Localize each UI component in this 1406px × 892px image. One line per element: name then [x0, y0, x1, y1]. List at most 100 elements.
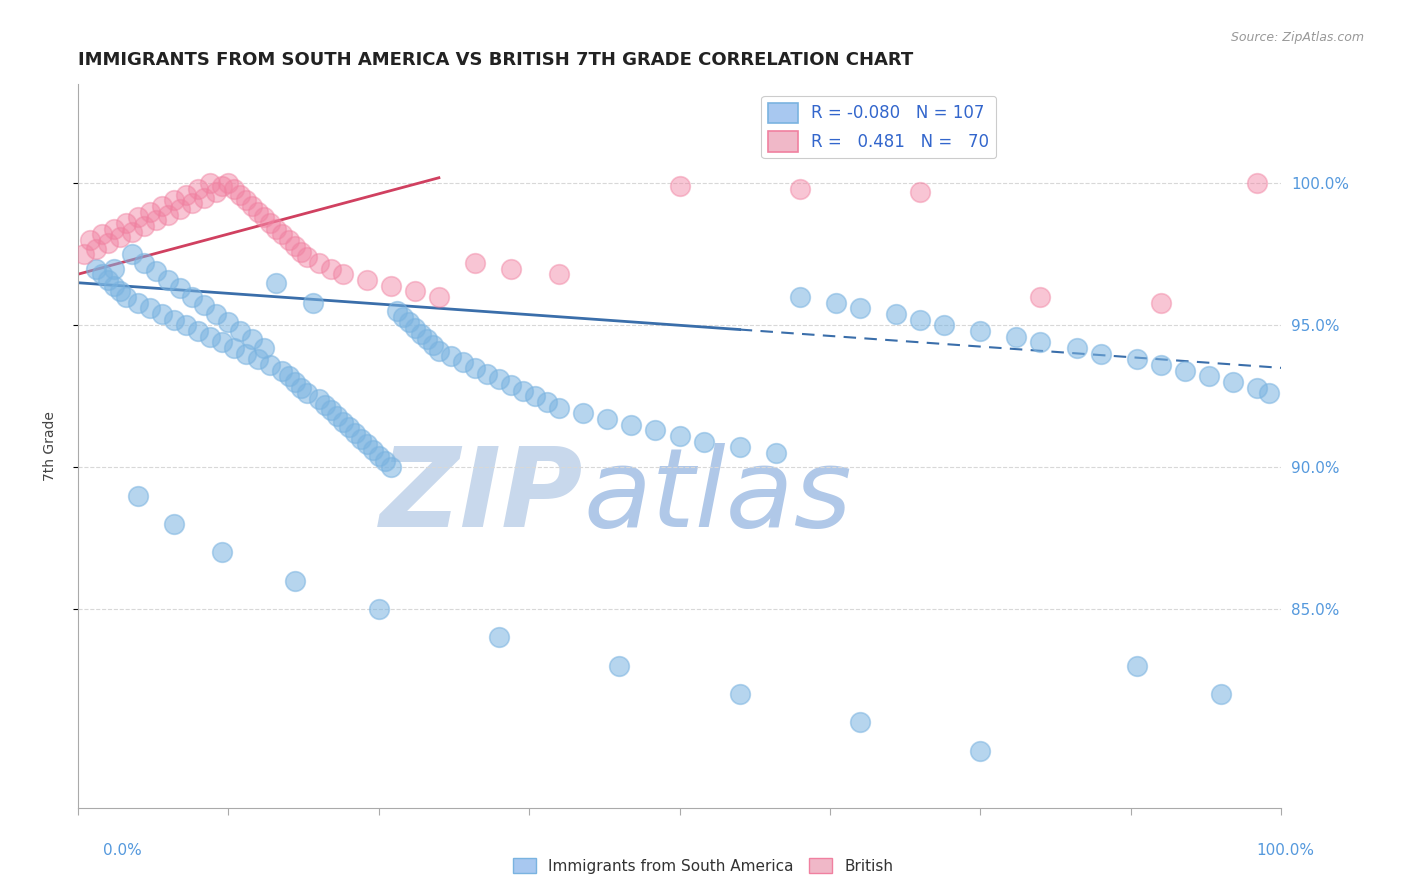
- Point: [295, 250, 318, 264]
- Point: [308, 392, 330, 406]
- Point: [548, 401, 571, 415]
- Point: [789, 182, 811, 196]
- Point: [103, 278, 125, 293]
- Point: [277, 369, 299, 384]
- Point: [524, 389, 547, 403]
- Text: 100.0%: 100.0%: [1257, 843, 1315, 858]
- Point: [247, 352, 270, 367]
- Point: [427, 343, 450, 358]
- Point: [242, 333, 264, 347]
- Point: [224, 182, 246, 196]
- Point: [127, 489, 149, 503]
- Point: [596, 412, 619, 426]
- Point: [464, 256, 486, 270]
- Point: [332, 267, 354, 281]
- Point: [163, 194, 186, 208]
- Point: [205, 307, 228, 321]
- Point: [356, 273, 378, 287]
- Point: [1150, 295, 1173, 310]
- Point: [692, 434, 714, 449]
- Point: [380, 460, 402, 475]
- Point: [350, 432, 373, 446]
- Point: [451, 355, 474, 369]
- Point: [174, 318, 197, 333]
- Point: [308, 256, 330, 270]
- Point: [193, 191, 215, 205]
- Point: [1005, 329, 1028, 343]
- Point: [361, 443, 384, 458]
- Point: [115, 216, 138, 230]
- Point: [174, 187, 197, 202]
- Point: [187, 182, 209, 196]
- Text: 0.0%: 0.0%: [103, 843, 142, 858]
- Point: [157, 273, 180, 287]
- Point: [211, 179, 233, 194]
- Point: [290, 244, 312, 259]
- Point: [97, 273, 120, 287]
- Point: [884, 307, 907, 321]
- Point: [404, 285, 426, 299]
- Point: [1198, 369, 1220, 384]
- Text: IMMIGRANTS FROM SOUTH AMERICA VS BRITISH 7TH GRADE CORRELATION CHART: IMMIGRANTS FROM SOUTH AMERICA VS BRITISH…: [77, 51, 914, 69]
- Point: [283, 574, 305, 588]
- Point: [380, 278, 402, 293]
- Point: [247, 204, 270, 219]
- Point: [789, 290, 811, 304]
- Point: [127, 211, 149, 225]
- Point: [969, 744, 991, 758]
- Point: [464, 360, 486, 375]
- Point: [908, 185, 931, 199]
- Point: [157, 208, 180, 222]
- Point: [1258, 386, 1281, 401]
- Point: [427, 290, 450, 304]
- Point: [217, 177, 239, 191]
- Point: [391, 310, 413, 324]
- Point: [620, 417, 643, 432]
- Point: [139, 204, 162, 219]
- Point: [356, 437, 378, 451]
- Point: [728, 440, 751, 454]
- Point: [134, 256, 156, 270]
- Point: [501, 377, 523, 392]
- Point: [385, 304, 408, 318]
- Point: [849, 715, 872, 730]
- Point: [1246, 177, 1268, 191]
- Point: [1029, 335, 1052, 350]
- Point: [644, 423, 666, 437]
- Point: [1125, 352, 1147, 367]
- Point: [295, 386, 318, 401]
- Point: [934, 318, 956, 333]
- Point: [271, 227, 294, 242]
- Point: [259, 358, 281, 372]
- Text: ZIP: ZIP: [380, 443, 583, 550]
- Point: [668, 429, 690, 443]
- Legend: R = -0.080   N = 107, R =   0.481   N =   70: R = -0.080 N = 107, R = 0.481 N = 70: [762, 96, 995, 159]
- Point: [343, 426, 366, 441]
- Point: [488, 372, 510, 386]
- Point: [908, 312, 931, 326]
- Point: [91, 267, 114, 281]
- Point: [217, 315, 239, 329]
- Point: [440, 350, 463, 364]
- Point: [97, 235, 120, 250]
- Point: [211, 545, 233, 559]
- Point: [84, 261, 107, 276]
- Point: [229, 324, 252, 338]
- Point: [163, 312, 186, 326]
- Text: Source: ZipAtlas.com: Source: ZipAtlas.com: [1230, 31, 1364, 45]
- Point: [224, 341, 246, 355]
- Point: [572, 406, 595, 420]
- Point: [200, 329, 222, 343]
- Point: [235, 194, 257, 208]
- Point: [150, 307, 173, 321]
- Point: [242, 199, 264, 213]
- Text: atlas: atlas: [583, 443, 852, 550]
- Point: [121, 247, 143, 261]
- Point: [319, 261, 342, 276]
- Point: [325, 409, 347, 423]
- Point: [193, 298, 215, 312]
- Point: [169, 202, 191, 216]
- Point: [609, 658, 631, 673]
- Point: [266, 276, 288, 290]
- Point: [332, 415, 354, 429]
